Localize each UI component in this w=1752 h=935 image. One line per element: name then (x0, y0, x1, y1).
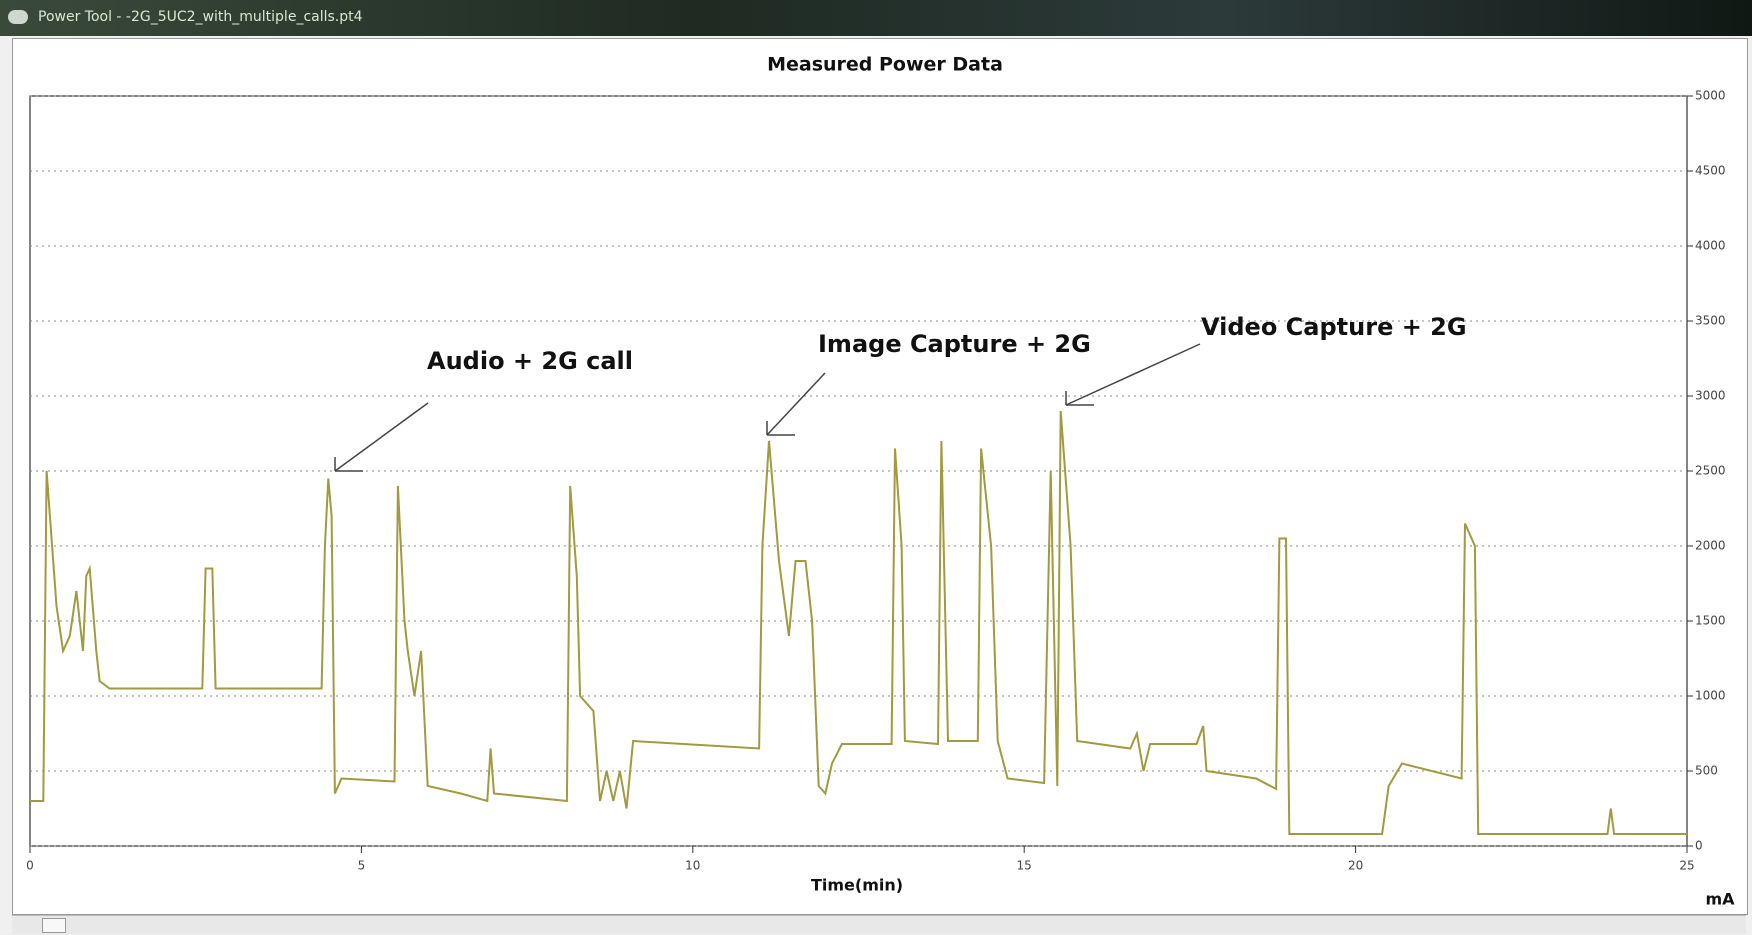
annotation: Audio + 2G call (427, 347, 633, 375)
scrollbar[interactable] (12, 915, 1746, 934)
y-tick-label: 2500 (1695, 464, 1726, 478)
y-tick-label: 0 (1695, 839, 1703, 853)
y-tick-label: 4500 (1695, 164, 1726, 178)
y-tick-label: 1500 (1695, 614, 1726, 628)
x-tick-label: 20 (1348, 859, 1363, 873)
x-tick-label: 25 (1679, 859, 1694, 873)
power-trace (30, 410, 1687, 835)
y-tick-label: 500 (1695, 764, 1718, 778)
annotation: Image Capture + 2G (818, 330, 1091, 358)
annotation-arrow (1065, 343, 1201, 406)
y-tick-label: 5000 (1695, 89, 1726, 103)
x-axis-label: Time(min) (811, 876, 903, 895)
arrow-head (766, 421, 795, 436)
window-title: Power Tool - -2G_5UC2_with_multiple_call… (38, 9, 363, 25)
x-tick-label: 5 (358, 859, 366, 873)
arrow-head (1065, 391, 1094, 406)
annotation-arrow (766, 372, 826, 436)
app-icon (8, 10, 28, 24)
y-tick-label: 2000 (1695, 539, 1726, 553)
title-bar: Power Tool - -2G_5UC2_with_multiple_call… (0, 0, 1752, 36)
scroll-thumb[interactable] (42, 918, 66, 933)
y-tick-label: 1000 (1695, 689, 1726, 703)
x-tick-label: 10 (685, 859, 700, 873)
x-tick-label: 15 (1017, 859, 1032, 873)
x-tick-label: 0 (26, 859, 34, 873)
arrow-head (334, 457, 363, 472)
y-tick-label: 3500 (1695, 314, 1726, 328)
annotation: Video Capture + 2G (1201, 313, 1467, 341)
y-tick-label: 4000 (1695, 239, 1726, 253)
annotation-arrow (334, 402, 429, 472)
y-axis-unit: mA (1705, 890, 1735, 909)
chart-title: Measured Power Data (767, 54, 1003, 76)
y-tick-label: 3000 (1695, 389, 1726, 403)
